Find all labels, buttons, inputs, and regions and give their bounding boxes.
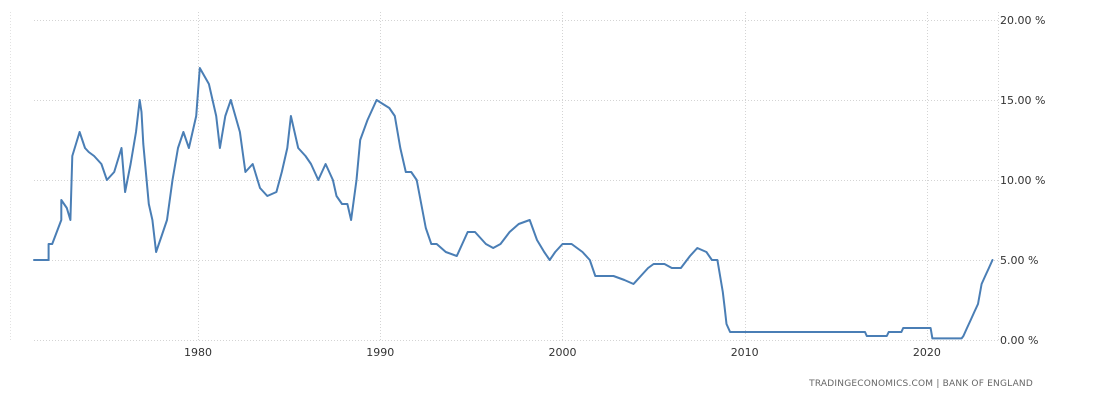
y-tick-label: 10.00 % xyxy=(1000,174,1045,187)
y-tick-label: 15.00 % xyxy=(1000,94,1045,107)
y-tick-label: 0.00 % xyxy=(1000,334,1038,347)
x-tick-label: 2010 xyxy=(731,346,759,359)
y-tick-label: 20.00 % xyxy=(1000,14,1045,27)
series-group xyxy=(33,67,994,340)
grid-lines xyxy=(10,12,999,341)
x-tick-label: 2000 xyxy=(548,346,576,359)
series-line xyxy=(33,67,994,340)
x-axis-tick-labels: 1980 1990 2000 2010 2020 xyxy=(184,346,941,359)
x-tick-label: 1980 xyxy=(184,346,212,359)
x-tick-label: 2020 xyxy=(913,346,941,359)
x-tick-label: 1990 xyxy=(366,346,394,359)
y-axis-tick-labels: 0.00 % 5.00 % 10.00 % 15.00 % 20.00 % xyxy=(1000,14,1045,347)
y-tick-label: 5.00 % xyxy=(1000,254,1038,267)
source-credit: TRADINGECONOMICS.COM | BANK OF ENGLAND xyxy=(808,379,1033,389)
